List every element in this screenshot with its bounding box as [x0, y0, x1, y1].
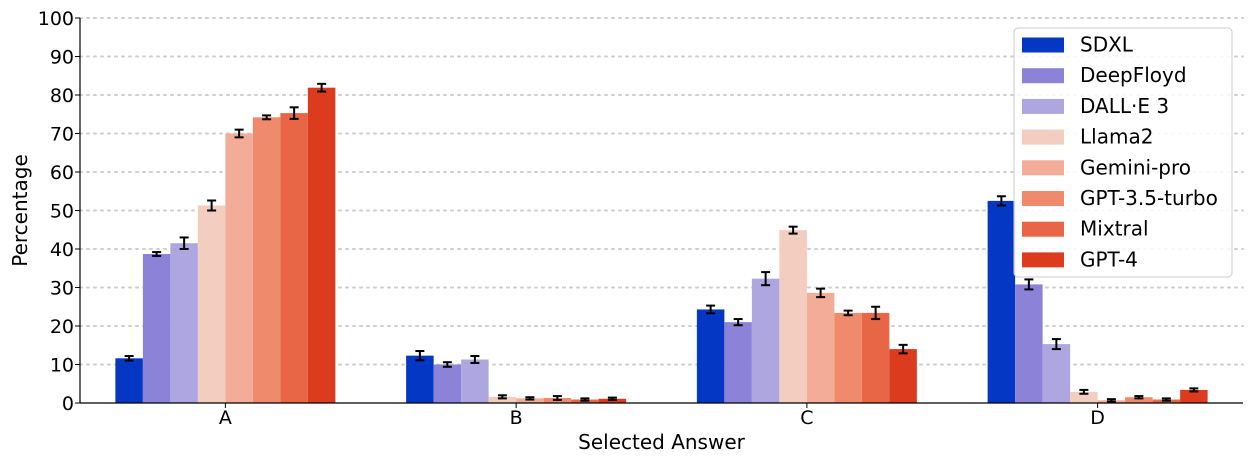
bar	[779, 230, 807, 403]
bar	[724, 322, 752, 403]
y-tick-label: 80	[50, 85, 74, 107]
x-tick-label: D	[1090, 407, 1105, 429]
bars	[115, 82, 1208, 403]
bar	[516, 398, 544, 403]
x-tick-label: A	[219, 407, 232, 429]
bar	[280, 113, 308, 403]
y-tick-label: 0	[62, 393, 74, 415]
y-tick-label: 70	[50, 124, 74, 146]
y-tick-label: 30	[50, 278, 74, 300]
y-tick-label: 90	[50, 47, 74, 69]
bar	[488, 396, 517, 403]
legend-frame	[1013, 27, 1233, 278]
legend-label: Gemini-pro	[1080, 155, 1191, 179]
x-tick-label: C	[800, 407, 813, 429]
bar	[696, 309, 725, 403]
y-tick-label: 40	[50, 239, 74, 261]
legend-swatch	[1022, 160, 1064, 176]
bar	[225, 133, 253, 403]
bar	[1042, 344, 1071, 403]
ticks: 0 10 20 30 40 50 60 70 80 90 100 A B C D	[38, 8, 1105, 429]
y-tick-label: 50	[50, 201, 74, 223]
x-tick-label: B	[510, 407, 523, 429]
bar	[170, 243, 198, 403]
bar	[433, 364, 462, 403]
legend-swatch	[1022, 68, 1064, 84]
legend: SDXL DeepFloyd DALL·E 3 Llama2 Gemini-pro GPT…	[1013, 27, 1233, 278]
y-axis-title: Percentage	[8, 154, 32, 267]
bar	[1015, 284, 1043, 403]
y-tick-label: 20	[50, 316, 74, 338]
bar	[834, 312, 862, 403]
legend-swatch	[1022, 221, 1064, 237]
bar	[307, 87, 336, 403]
legend-label: DALL·E 3	[1080, 94, 1169, 118]
legend-swatch	[1022, 37, 1064, 53]
bar	[1125, 397, 1153, 403]
bar	[889, 349, 917, 403]
legend-label: Llama2	[1080, 125, 1153, 149]
bar	[1180, 389, 1208, 403]
x-axis-title: Selected Answer	[578, 430, 745, 454]
bar	[406, 355, 434, 403]
bar	[461, 359, 489, 403]
y-tick-label: 100	[38, 8, 74, 30]
legend-swatch	[1022, 129, 1064, 145]
legend-swatch	[1022, 252, 1064, 268]
bar	[751, 278, 780, 403]
legend-label: DeepFloyd	[1080, 63, 1187, 87]
y-tick-label: 60	[50, 162, 74, 184]
legend-label: GPT-4	[1080, 247, 1138, 271]
grid-lines	[79, 17, 1244, 366]
bar	[252, 117, 281, 403]
legend-swatch	[1022, 191, 1064, 206]
bar	[987, 200, 1016, 403]
bar	[142, 254, 171, 403]
legend-swatch	[1022, 98, 1064, 114]
legend-label: SDXL	[1080, 33, 1134, 57]
bar	[197, 205, 226, 403]
bar	[1070, 391, 1098, 403]
y-tick-label: 10	[50, 355, 74, 377]
bar	[861, 312, 890, 403]
bar	[115, 358, 143, 403]
legend-label: Mixtral	[1080, 217, 1149, 241]
legend-label: GPT-3.5-turbo	[1080, 186, 1218, 210]
bar	[806, 292, 835, 403]
